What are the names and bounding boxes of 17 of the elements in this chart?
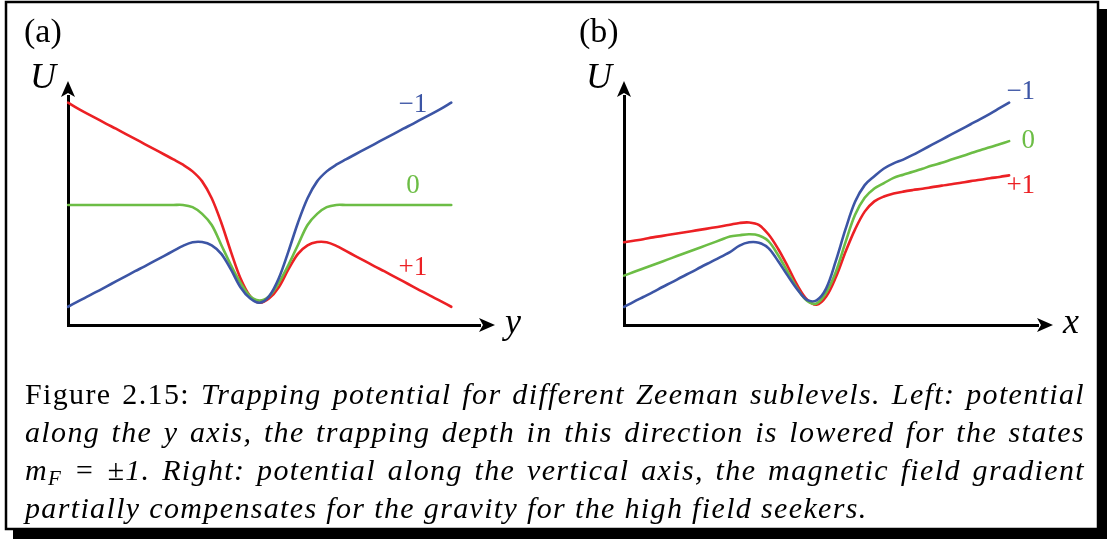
text: m$_{F}$ = ±1. Right: potential along the vertical axis, the magnetic field gradient: [25, 453, 1085, 491]
x-axis-title: y: [502, 301, 521, 341]
series-label: 0: [406, 168, 420, 199]
y-axis-title: U: [30, 56, 58, 96]
x-axis-title: x: [1062, 301, 1079, 341]
chart-title: (a): [24, 11, 62, 50]
text: partially compensates for the gravity for the high field seekers.: [25, 491, 868, 524]
series-label: −1: [1006, 74, 1036, 105]
y-axis-title: U: [586, 56, 614, 96]
caption: Figure 2.15:: [25, 377, 190, 410]
series-label: −1: [398, 87, 428, 118]
series-label: 0: [1021, 124, 1036, 155]
series-label: +1: [1006, 169, 1036, 200]
text: along the y axis, the trapping depth in this direction is lowered for the states: [25, 415, 1085, 448]
series-label: +1: [398, 250, 428, 281]
text: Trapping potential for different Zeeman sublevels. Left: potential: [200, 377, 1085, 410]
chart-title: (b): [579, 11, 619, 50]
